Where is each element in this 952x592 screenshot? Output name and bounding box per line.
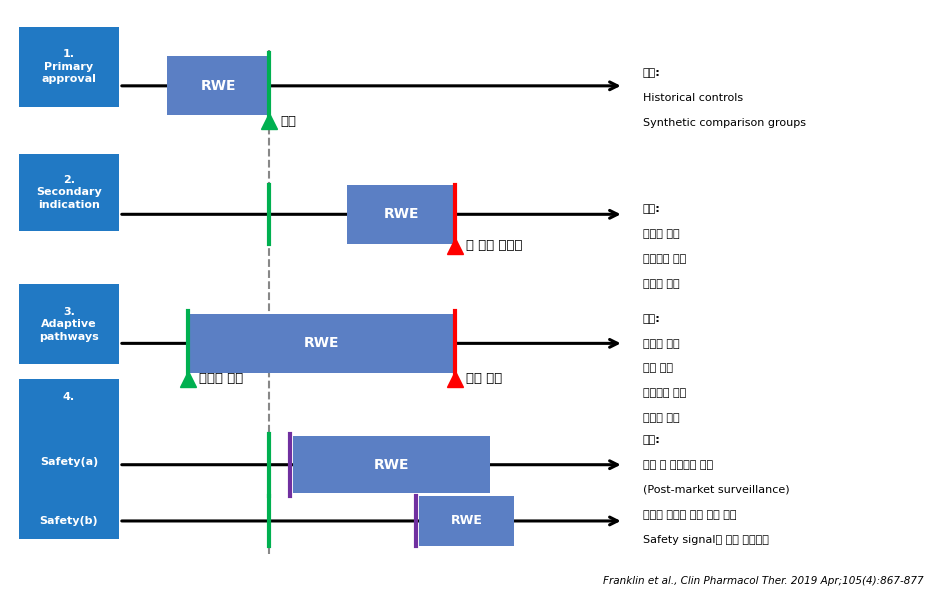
Text: RWE: RWE [304,336,339,350]
Text: 예시:: 예시: [643,68,661,78]
Text: Safety signal에 대한 규제조치: Safety signal에 대한 규제조치 [643,535,768,545]
Bar [19,154,119,231]
Text: 적응증 추가: 적응증 추가 [643,229,679,239]
Text: 예시:: 예시: [643,204,661,214]
Text: 임상 지표: 임상 지표 [643,363,673,374]
Text: 인구집단 확장: 인구집단 확장 [643,254,685,264]
Bar [19,27,119,107]
Text: 바이오 마커: 바이오 마커 [643,339,679,349]
Text: 시판 후 안전관리 연구: 시판 후 안전관리 연구 [643,460,713,470]
Text: 2.
Secondary
indication: 2. Secondary indication [36,175,102,210]
Text: RWE: RWE [450,514,483,527]
Text: 승인: 승인 [281,115,297,128]
Text: RWE: RWE [200,79,236,93]
Bar [167,56,269,115]
Bar [293,436,490,493]
Text: 1.
Primary
approval: 1. Primary approval [42,49,96,84]
Bar [19,284,119,364]
Text: Safety(b): Safety(b) [40,516,98,526]
Text: 인구집단 확장: 인구집단 확장 [643,388,685,398]
Text: 안전성 이슈에 대한 신속 대응: 안전성 이슈에 대한 신속 대응 [643,510,736,520]
Text: 예시:: 예시: [643,435,661,445]
Text: Safety(a): Safety(a) [40,457,98,466]
Bar [347,185,455,244]
Bar [419,496,514,546]
Text: 유효성 확증: 유효성 확증 [643,279,679,289]
Text: Historical controls: Historical controls [643,93,743,103]
Text: 예시:: 예시: [643,314,661,324]
Text: RWE: RWE [374,458,409,472]
Bar [19,379,119,539]
Text: 완전 승인: 완전 승인 [466,372,503,385]
Bar [188,314,455,373]
Text: 3.
Adaptive
pathways: 3. Adaptive pathways [39,307,99,342]
Text: 4.: 4. [63,392,75,401]
Text: 유효성 확증: 유효성 확증 [643,413,679,423]
Text: 조건부 승인: 조건부 승인 [199,372,243,385]
Text: RWE: RWE [384,207,419,221]
Text: Franklin et al., Clin Pharmacol Ther. 2019 Apr;105(4):867-877: Franklin et al., Clin Pharmacol Ther. 20… [603,576,923,586]
Text: 두 번째 적응증: 두 번째 적응증 [466,239,523,252]
Text: (Post-market surveillance): (Post-market surveillance) [643,485,789,495]
Text: Synthetic comparison groups: Synthetic comparison groups [643,118,805,128]
